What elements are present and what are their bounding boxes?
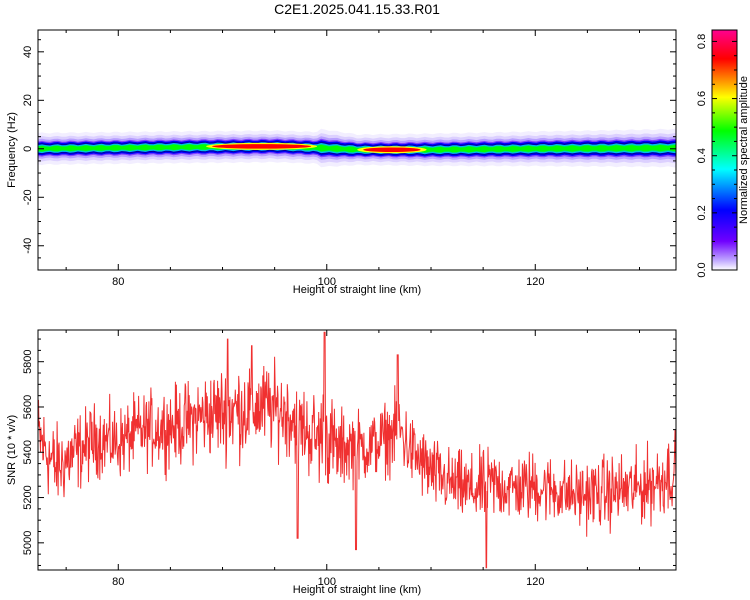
- colorbar-tick-label: 0.2: [696, 205, 708, 220]
- spectrogram-image: [38, 128, 676, 168]
- colorbar-tick-label: 0.4: [696, 148, 708, 163]
- spectrogram-hot-spot: [212, 144, 312, 149]
- snr-x-tick-label: 80: [112, 576, 124, 588]
- snr-y-tick-label: 5600: [22, 395, 34, 419]
- snr-y-tick-label: 5400: [22, 440, 34, 464]
- snr-y-tick-label: 5200: [22, 485, 34, 509]
- snr-x-tick-label: 100: [318, 576, 336, 588]
- spectrogram-band-layer: [38, 143, 676, 153]
- colorbar-tick-label: 0.0: [696, 262, 708, 277]
- spectrogram-hot-spot: [363, 147, 421, 153]
- spectrogram-y-tick-label: 20: [22, 94, 34, 106]
- spectrogram-y-tick-label: 0: [22, 146, 34, 152]
- colorbar-ticks: 0.0 0.2 0.4 0.6 0.8: [696, 34, 737, 278]
- snr-ticks: 80 100 120 5000 5200 5400 5600 5800: [22, 330, 676, 588]
- spectrogram-frame: [37, 29, 677, 271]
- snr-series-line: [38, 331, 676, 569]
- snr-panel: 80 100 120 5000 5200 5400 5600 5800 Height of s…: [6, 329, 677, 596]
- spectrogram-x-tick-label: 120: [526, 276, 544, 288]
- colorbar-tick-label: 0.6: [696, 91, 708, 106]
- snr-x-tick-label: 120: [526, 576, 544, 588]
- spectrogram-y-tick-label: -40: [22, 238, 34, 254]
- snr-y-tick-label: 5000: [22, 531, 34, 555]
- spectrogram-y-tick-label: -20: [22, 189, 34, 205]
- colorbar-gradient: [711, 29, 738, 271]
- spectrogram-panel: 80 100 120 -40 -20 0 20 40 Height of straight l…: [6, 29, 677, 296]
- spectrogram-x-tick-label: 100: [318, 276, 336, 288]
- spectrogram-y-tick-label: 40: [22, 46, 34, 58]
- snr-y-tick-label: 5800: [22, 349, 34, 373]
- snr-frame: [37, 329, 677, 571]
- spectrogram-ticks: 80 100 120 -40 -20 0 20 40: [22, 30, 676, 288]
- chart-title: C2E1.2025.041.15.33.R01: [274, 1, 440, 17]
- spectrogram-x-label: Height of straight line (km): [293, 284, 421, 296]
- colorbar-tick-label: 0.8: [696, 34, 708, 49]
- spectrogram-x-tick-label: 80: [112, 276, 124, 288]
- spectrogram-y-label: Frequency (Hz): [6, 112, 18, 188]
- snr-y-label: SNR (10 * v/v): [6, 415, 18, 485]
- colorbar-label: Normalized spectral amplitude: [738, 76, 750, 224]
- colorbar: 0.0 0.2 0.4 0.6 0.8 Normalized spectral ampl…: [696, 29, 750, 278]
- snr-x-label: Height of straight line (km): [293, 584, 421, 596]
